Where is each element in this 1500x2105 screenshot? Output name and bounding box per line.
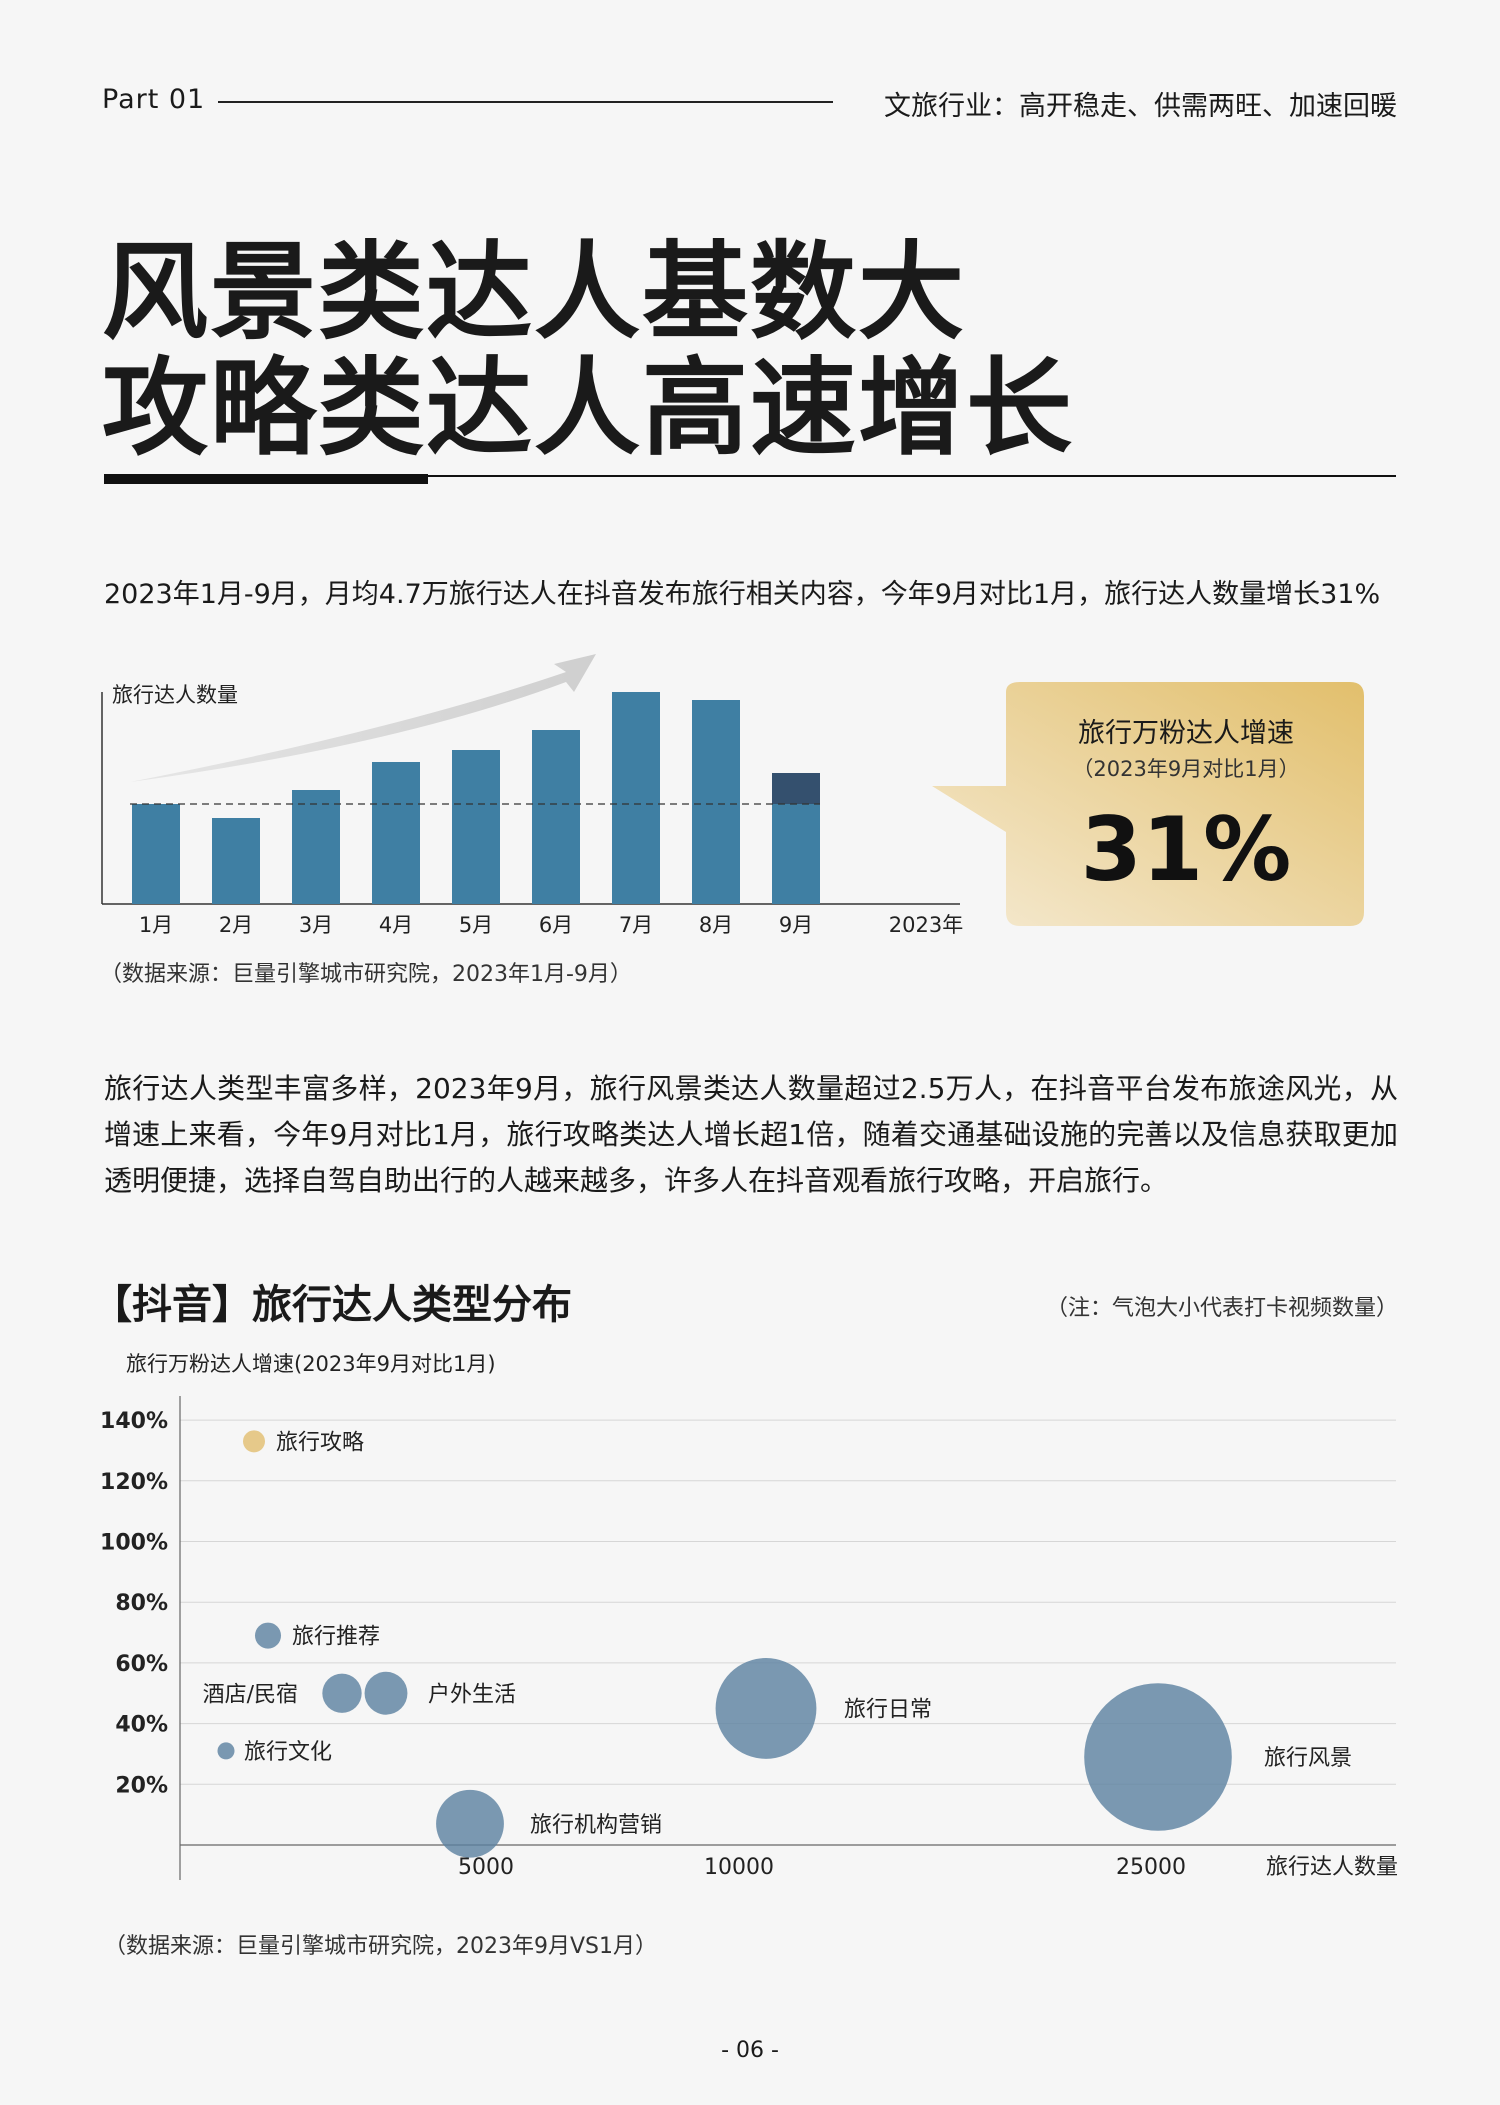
x-tick-label: 7月 [619, 913, 653, 937]
bar-6月 [532, 730, 580, 904]
x-tick-label: 25000 [1116, 1855, 1186, 1880]
x-tick-label: 10000 [704, 1855, 774, 1880]
page-number: - 06 - [721, 2038, 779, 2063]
header-rule [218, 101, 833, 103]
bubble-旅行机构营销 [436, 1789, 504, 1858]
bubble-旅行攻略 [243, 1430, 265, 1453]
x-tick-label: 1月 [139, 913, 173, 937]
bar-1月 [132, 804, 180, 904]
y-tick-label: 140% [100, 1409, 168, 1434]
y-tick-label: 60% [115, 1652, 168, 1677]
y-tick-label: 120% [100, 1470, 168, 1495]
y-tick-label: 40% [115, 1713, 168, 1738]
bubble-label: 户外生活 [428, 1682, 516, 1707]
bubble-chart-ylabel: 旅行万粉达人增速(2023年9月对比1月) [126, 1352, 496, 1376]
x-tick-label: 2月 [219, 913, 253, 937]
callout-value: 31% [1081, 798, 1292, 901]
growth-callout: 旅行万粉达人增速 （2023年9月对比1月） 31% [932, 682, 1364, 926]
page-title-line2: 攻略类达人高速增长 [102, 347, 1074, 470]
bubble-旅行风景 [1084, 1683, 1232, 1831]
bubble-label: 酒店/民宿 [203, 1682, 298, 1707]
bar-9月 [772, 804, 820, 904]
x-tick-label: 3月 [299, 913, 333, 937]
x-tick-label: 4月 [379, 913, 413, 937]
bubble-label: 旅行风景 [1264, 1746, 1352, 1771]
y-tick-label: 80% [115, 1591, 168, 1616]
callout-subtitle: （2023年9月对比1月） [1072, 757, 1299, 781]
body-paragraph: 旅行达人类型丰富多样，2023年9月，旅行风景类达人数量超过2.5万人，在抖音平… [104, 1072, 1398, 1197]
bubble-label: 旅行文化 [244, 1740, 332, 1765]
page-title-line1: 风景类达人基数大 [102, 231, 966, 354]
intro-text: 2023年1月-9月，月均4.7万旅行达人在抖音发布旅行相关内容，今年9月对比1… [104, 579, 1381, 610]
y-tick-label: 20% [115, 1773, 168, 1798]
bar-5月 [452, 750, 500, 904]
x-tick-label: 5月 [459, 913, 493, 937]
trend-arrow-icon [130, 654, 596, 782]
bubble-label: 旅行日常 [844, 1697, 932, 1722]
bubble-酒店/民宿 [322, 1673, 362, 1713]
bubble-旅行日常 [715, 1658, 817, 1759]
monthly-creator-bar-chart: 旅行达人数量 1月 2月 3月 4月 5月 6月 7月 8月 9月 2023年 [101, 654, 963, 937]
chart-source-2: （数据来源：巨量引擎城市研究院，2023年9月VS1月） [104, 1934, 657, 1959]
bar-4月 [372, 762, 420, 904]
bubble-户外生活 [364, 1671, 408, 1715]
bar-8月 [692, 700, 740, 904]
callout-title: 旅行万粉达人增速 [1078, 718, 1294, 749]
title-underline-thin [104, 475, 1396, 477]
bar-2月 [212, 818, 260, 904]
bar-3月 [292, 790, 340, 904]
section-title: 【抖音】旅行达人类型分布 [92, 1282, 572, 1328]
bar-chart-ylabel: 旅行达人数量 [112, 683, 238, 707]
x-tick-label: 8月 [699, 913, 733, 937]
chart-source-1: （数据来源：巨量引擎城市研究院，2023年1月-9月） [100, 962, 632, 987]
bar-9月-growth [772, 773, 820, 804]
header-tagline: 文旅行业：高开稳走、供需两旺、加速回暖 [884, 91, 1397, 122]
bubble-label: 旅行攻略 [276, 1430, 364, 1455]
x-tick-label: 6月 [539, 913, 573, 937]
x-tick-label: 9月 [779, 913, 813, 937]
bubble-label: 旅行推荐 [292, 1625, 380, 1650]
bubble-旅行文化 [217, 1742, 235, 1760]
bubble-chart-xlabel: 旅行达人数量 [1266, 1855, 1398, 1880]
part-label: Part 01 [102, 84, 206, 115]
y-tick-label: 100% [100, 1531, 168, 1556]
bubble-旅行推荐 [254, 1622, 282, 1649]
bar-7月 [612, 692, 660, 904]
bubble-label: 旅行机构营销 [530, 1813, 662, 1838]
x-tick-label: 5000 [458, 1855, 514, 1880]
creator-type-bubble-chart: 旅行万粉达人增速(2023年9月对比1月) 20% 40% 60% 80% 100% 12… [100, 1352, 1398, 1880]
title-underline-thick [104, 474, 428, 484]
bubble-size-note: （注：气泡大小代表打卡视频数量） [1045, 1296, 1398, 1321]
x-axis-year-label: 2023年 [889, 913, 963, 937]
